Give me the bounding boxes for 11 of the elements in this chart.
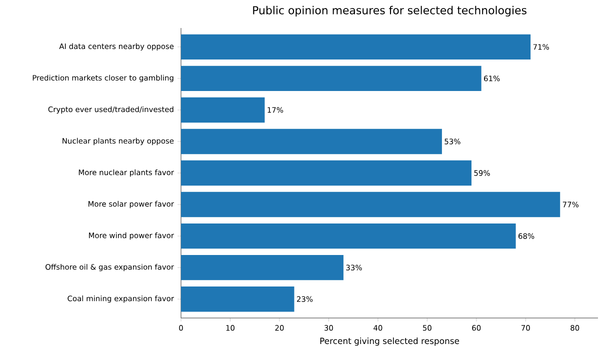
bar (181, 34, 531, 60)
bar (181, 66, 482, 92)
bar (181, 286, 294, 312)
chart-title: Public opinion measures for selected technologies (253, 6, 526, 17)
bar (181, 97, 265, 123)
bar (181, 128, 442, 154)
bar (181, 254, 344, 280)
bar (181, 192, 560, 218)
bar (181, 223, 516, 249)
bar (181, 160, 472, 186)
x-axis-title: Percent giving selected response (320, 338, 460, 346)
